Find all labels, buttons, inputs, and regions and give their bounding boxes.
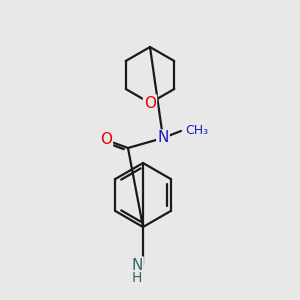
Text: H: H — [132, 271, 142, 285]
Text: O: O — [100, 133, 112, 148]
Text: CH₃: CH₃ — [185, 124, 208, 136]
Text: N: N — [131, 257, 143, 272]
Text: N: N — [157, 130, 169, 146]
Text: O: O — [144, 95, 156, 110]
